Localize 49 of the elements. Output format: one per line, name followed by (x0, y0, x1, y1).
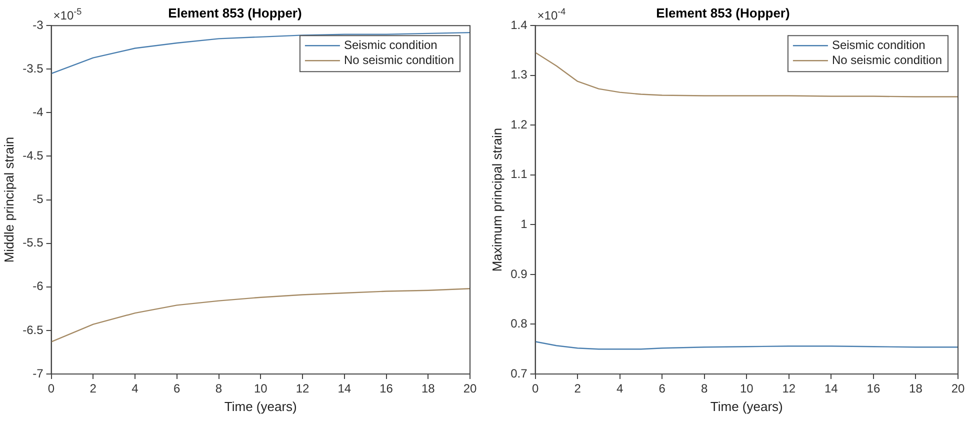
y-tick-label: -4.5 (22, 148, 44, 163)
legend-label: Seismic condition (832, 38, 926, 52)
x-tick-label: 4 (616, 382, 624, 396)
x-tick-label: 18 (909, 382, 923, 396)
x-tick-label: 0 (48, 382, 55, 396)
y-tick-label: -5.5 (22, 236, 44, 250)
legend-label: Seismic condition (344, 38, 438, 52)
x-tick-label: 2 (574, 382, 582, 396)
x-tick-label: 16 (866, 382, 880, 396)
y-tick-label: -6 (32, 279, 44, 294)
x-tick-label: 20 (463, 382, 477, 396)
x-tick-label: 12 (296, 382, 310, 396)
chart-title: Element 853 (Hopper) (656, 5, 790, 20)
y-tick-label: 0.9 (510, 266, 528, 281)
x-tick-label: 6 (174, 382, 181, 396)
x-axis-title: Time (years) (224, 398, 297, 414)
x-tick-label: 8 (215, 382, 222, 396)
x-tick-label: 20 (951, 382, 965, 396)
x-tick-label: 8 (701, 382, 708, 396)
y-tick-label: 0.8 (510, 316, 528, 331)
y-tick-label: 1.3 (510, 68, 528, 82)
x-tick-label: 0 (532, 382, 539, 396)
x-tick-label: 14 (824, 382, 838, 396)
y-axis-title: Maximum principal strain (489, 128, 504, 272)
y-axis-title: Middle principal strain (1, 136, 16, 263)
y-tick-label: -5 (32, 192, 44, 206)
y-tick-label: 0.7 (510, 366, 528, 380)
y-tick-label: -7 (32, 366, 44, 380)
y-tick-label: 1 (520, 217, 528, 231)
x-axis-title: Time (years) (710, 398, 783, 414)
x-tick-label: 4 (132, 382, 139, 396)
x-tick-label: 2 (90, 382, 97, 396)
y-tick-label: 1.2 (510, 117, 528, 132)
x-tick-label: 14 (338, 382, 352, 396)
x-tick-label: 10 (740, 382, 754, 396)
x-tick-label: 10 (254, 382, 268, 396)
y-tick-label: -3 (32, 18, 44, 32)
y-tick-label: -6.5 (22, 322, 44, 337)
x-tick-label: 16 (380, 382, 394, 396)
legend-label: No seismic condition (832, 52, 942, 67)
y-tick-label: 1.1 (510, 167, 528, 182)
x-tick-label: 12 (782, 382, 796, 396)
y-tick-label: -4 (32, 105, 44, 120)
y-tick-label: 1.4 (510, 18, 528, 32)
y-tick-label: -3.5 (22, 61, 44, 76)
chart-title: Element 853 (Hopper) (168, 5, 302, 20)
x-tick-label: 6 (658, 382, 666, 396)
x-tick-label: 18 (421, 382, 436, 396)
legend-label: No seismic condition (344, 52, 454, 67)
